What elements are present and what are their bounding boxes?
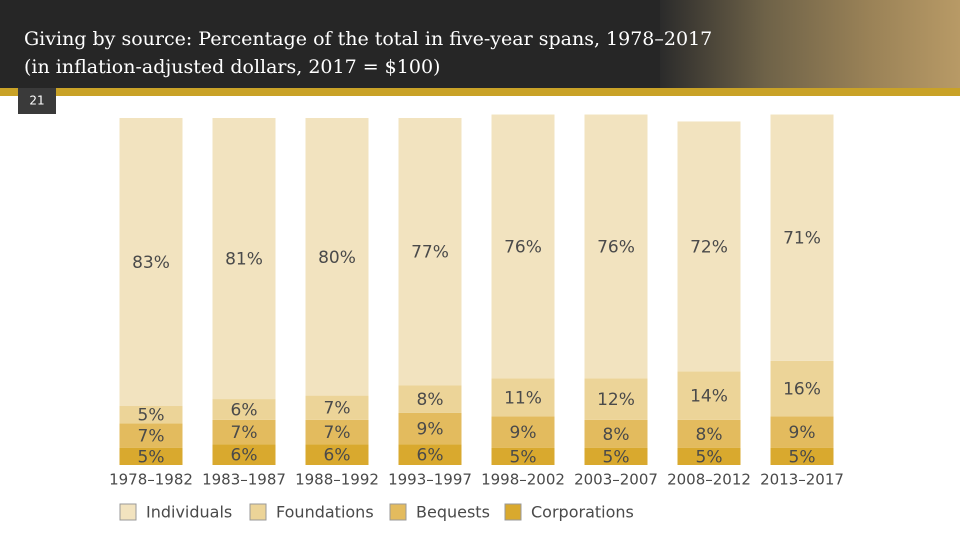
bar-segment xyxy=(491,378,555,417)
x-tick-label: 1978–1982 xyxy=(109,471,193,489)
bar-segment xyxy=(398,412,462,445)
bar-segment xyxy=(212,399,276,420)
data-label: 5% xyxy=(138,447,165,467)
legend-label: Individuals xyxy=(146,503,232,522)
legend-swatch xyxy=(389,503,407,521)
bar-segment xyxy=(305,118,369,396)
data-label: 8% xyxy=(696,425,723,445)
data-label: 80% xyxy=(318,248,356,268)
bar-segment xyxy=(491,114,555,379)
data-label: 7% xyxy=(231,423,258,443)
bar-segment xyxy=(212,118,276,400)
legend-swatch xyxy=(504,503,522,521)
x-tick-label: 2003–2007 xyxy=(574,471,658,489)
data-label: 6% xyxy=(231,400,258,420)
x-tick-label: 1983–1987 xyxy=(202,471,286,489)
legend-label: Corporations xyxy=(531,503,634,522)
data-label: 9% xyxy=(510,423,537,443)
bar-segment xyxy=(584,447,648,465)
bar-segment xyxy=(770,447,834,465)
bar-segment xyxy=(770,114,834,361)
bar-segment xyxy=(491,447,555,465)
x-tick-label: 1988–1992 xyxy=(295,471,379,489)
data-label: 12% xyxy=(597,390,635,410)
data-label: 5% xyxy=(138,406,165,426)
legend-label: Foundations xyxy=(276,503,374,522)
data-label: 8% xyxy=(603,425,630,445)
data-label: 5% xyxy=(789,447,816,467)
bar-segment xyxy=(305,444,369,465)
data-label: 5% xyxy=(696,447,723,467)
data-label: 6% xyxy=(417,446,444,466)
slide-number-box xyxy=(18,88,56,114)
data-label: 5% xyxy=(603,447,630,467)
bar-segment xyxy=(398,118,462,386)
bar-segment xyxy=(584,378,648,420)
bar-segment xyxy=(305,395,369,420)
x-tick-label: 1993–1997 xyxy=(388,471,472,489)
x-tick-label: 2008–2012 xyxy=(667,471,751,489)
title-line: (in inflation-adjusted dollars, 2017 = $… xyxy=(24,56,440,78)
data-label: 76% xyxy=(504,237,542,257)
data-label: 81% xyxy=(225,250,263,270)
data-label: 77% xyxy=(411,243,449,263)
bar-segment xyxy=(398,444,462,465)
x-tick-label: 2013–2017 xyxy=(760,471,844,489)
bar-segment xyxy=(491,416,555,448)
data-label: 8% xyxy=(417,390,444,410)
bar-segment xyxy=(677,371,741,420)
data-label: 16% xyxy=(783,380,821,400)
bar-segment xyxy=(398,385,462,413)
bar-segment xyxy=(770,416,834,448)
data-label: 6% xyxy=(324,446,351,466)
bar-segment xyxy=(584,419,648,448)
x-tick-label: 1998–2002 xyxy=(481,471,565,489)
data-label: 14% xyxy=(690,387,728,407)
data-label: 6% xyxy=(231,446,258,466)
data-label: 9% xyxy=(789,423,816,443)
data-label: 9% xyxy=(417,420,444,440)
data-label: 5% xyxy=(510,447,537,467)
data-label: 7% xyxy=(324,399,351,419)
slide-number: 21 xyxy=(29,94,44,108)
bar-segment xyxy=(305,419,369,445)
data-label: 72% xyxy=(690,237,728,257)
bar-segment xyxy=(677,419,741,448)
title-line: Giving by source: Percentage of the tota… xyxy=(24,28,712,50)
bar-segment xyxy=(119,423,183,448)
data-label: 71% xyxy=(783,229,821,249)
header-photo xyxy=(660,0,960,88)
data-label: 83% xyxy=(132,253,170,273)
bar-segment xyxy=(212,444,276,465)
bar-segment xyxy=(119,118,183,407)
bar-segment xyxy=(770,360,834,417)
legend-swatch xyxy=(119,503,137,521)
data-label: 7% xyxy=(138,427,165,447)
bar-segment xyxy=(584,114,648,379)
bar-segment xyxy=(119,447,183,465)
legend-swatch xyxy=(249,503,267,521)
bar-segment xyxy=(677,447,741,465)
bar-segment xyxy=(677,121,741,372)
bar-segment xyxy=(119,406,183,424)
data-label: 76% xyxy=(597,237,635,257)
data-label: 7% xyxy=(324,423,351,443)
bar-segment xyxy=(212,419,276,445)
header-rule xyxy=(0,88,960,96)
data-label: 11% xyxy=(504,388,542,408)
legend-label: Bequests xyxy=(416,503,490,522)
